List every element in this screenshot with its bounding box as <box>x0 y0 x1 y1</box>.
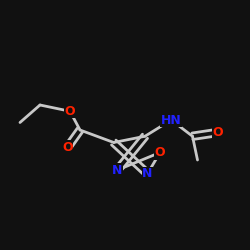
Text: N: N <box>142 167 153 180</box>
Text: O: O <box>65 105 75 118</box>
Text: N: N <box>112 164 123 176</box>
Text: O: O <box>212 126 223 139</box>
Text: O: O <box>155 146 165 159</box>
Text: HN: HN <box>161 114 182 126</box>
Text: O: O <box>62 141 73 154</box>
